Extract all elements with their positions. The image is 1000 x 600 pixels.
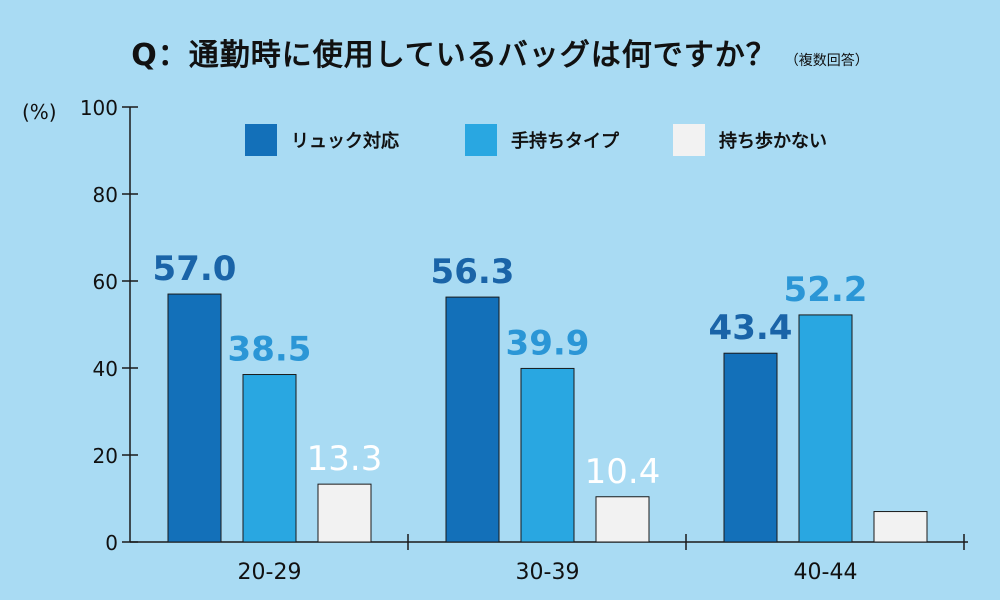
data-label-2-40-44: 52.2 (784, 270, 868, 310)
bar-2-20-29 (242, 374, 297, 543)
y-tick-label: 60 (93, 270, 118, 294)
y-axis-unit-label: (%) (22, 100, 57, 124)
data-label-1-30-39: 56.3 (431, 252, 515, 292)
data-label-3-20-29: 13.3 (307, 439, 383, 479)
legend-label-3: 持ち歩かない (719, 130, 827, 152)
bar-3-20-29 (317, 483, 372, 543)
bar-3-30-39 (595, 496, 650, 543)
chart-title: Q：通勤時に使用しているバッグは何ですか？ (131, 38, 777, 73)
legend-label-2: 手持ちタイプ (511, 130, 620, 152)
data-label-2-30-39: 39.9 (506, 323, 590, 363)
legend-swatch-3 (673, 124, 705, 156)
bar-3-40-44 (873, 511, 928, 543)
x-category-label: 30-39 (516, 560, 580, 585)
x-category-label: 20-29 (238, 560, 302, 585)
legend-swatch-1 (245, 124, 277, 156)
legend-swatch-2 (465, 124, 497, 156)
data-label-2-20-29: 38.5 (228, 330, 312, 370)
y-tick-label: 80 (93, 183, 118, 207)
y-tick-label: 0 (105, 531, 118, 555)
bar-1-20-29 (167, 293, 222, 543)
data-label-1-40-44: 43.4 (709, 308, 793, 348)
bar-2-40-44 (798, 314, 853, 543)
bar-2-30-39 (520, 367, 575, 543)
x-category-label: 40-44 (794, 560, 858, 585)
bar-1-40-44 (723, 352, 778, 543)
y-tick-label: 40 (93, 357, 118, 381)
y-tick-label: 100 (80, 96, 118, 120)
data-label-3-30-39: 10.4 (585, 452, 661, 492)
y-tick-label: 20 (93, 444, 118, 468)
data-label-1-20-29: 57.0 (153, 249, 237, 289)
chart-title-block: Q：通勤時に使用しているバッグは何ですか？ （複数回答） (0, 30, 1000, 74)
legend-label-1: リュック対応 (291, 130, 399, 152)
bar-1-30-39 (445, 296, 500, 543)
chart-subtitle: （複数回答） (784, 53, 869, 69)
